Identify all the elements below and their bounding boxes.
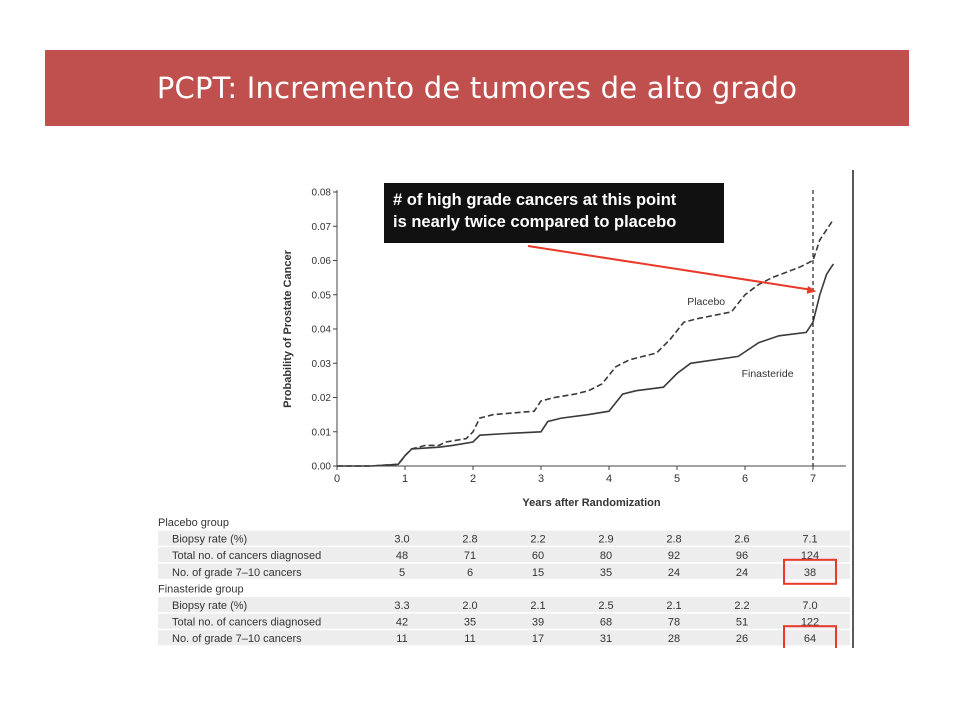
- table-cell: 35: [464, 617, 476, 629]
- y-tick-label: 0.07: [312, 222, 332, 233]
- x-tick-label: 4: [606, 473, 612, 485]
- table-cell: 35: [600, 567, 612, 579]
- table-cell: 2.5: [598, 600, 613, 612]
- chart-axes: 0.00 0.01 0.02 0.03 0.04 0.05 0.06 0.07 0.08 0 1 2 3…: [282, 188, 846, 509]
- table-cell: 15: [532, 567, 544, 579]
- series-label-finasteride: Finasteride: [742, 368, 794, 380]
- table-cell: 78: [668, 617, 680, 629]
- y-tick-label: 0.01: [312, 427, 332, 438]
- table-cell: 39: [532, 617, 544, 629]
- table-cell: 2.8: [666, 534, 681, 546]
- x-tick-label: 3: [538, 473, 544, 485]
- table-cell: 2.2: [530, 534, 545, 546]
- y-tick-label: 0.00: [312, 462, 332, 473]
- series-line-finasteride: [337, 263, 835, 467]
- table-cell: 26: [736, 633, 748, 645]
- x-tick-label: 7: [810, 473, 816, 485]
- table-cell: 2.8: [462, 534, 477, 546]
- table-cell: 71: [464, 550, 476, 562]
- table-row-label: Biopsy rate (%): [172, 534, 247, 546]
- table-cell: 92: [668, 550, 680, 562]
- annotation-text-line: is nearly twice compared to placebo: [393, 213, 676, 231]
- slide-title-bar: PCPT: Incremento de tumores de alto grad…: [45, 50, 909, 126]
- table-row-band: [158, 530, 850, 546]
- annotation-arrow-head: [806, 286, 817, 294]
- y-tick-label: 0.04: [312, 325, 332, 336]
- table-row-band: [158, 563, 850, 579]
- table-cell: 24: [736, 567, 748, 579]
- table-cell: 42: [396, 617, 408, 629]
- table-row-label: Total no. of cancers diagnosed: [172, 550, 321, 562]
- table-row-label: Biopsy rate (%): [172, 600, 247, 612]
- table-cell: 64: [804, 633, 816, 645]
- chart-annotation: # of high grade cancers at this point is …: [384, 183, 817, 294]
- data-table: Placebo group Biopsy rate (%) 3.0 2.8 2.2 2.9…: [158, 517, 850, 648]
- annotation-arrow-line: [527, 245, 809, 291]
- x-axis-label: Years after Randomization: [522, 497, 660, 509]
- table-cell: 51: [736, 617, 748, 629]
- table-row-band: [158, 597, 850, 613]
- x-tick-label: 2: [470, 473, 476, 485]
- table-cell: 38: [804, 567, 816, 579]
- chart-figure: 0.00 0.01 0.02 0.03 0.04 0.05 0.06 0.07 0.08 0 1 2 3…: [146, 170, 856, 648]
- table-row-band: [158, 630, 850, 646]
- table-cell: 7.1: [802, 534, 817, 546]
- probability-chart: 0.00 0.01 0.02 0.03 0.04 0.05 0.06 0.07 0.08 0 1 2 3…: [158, 170, 854, 648]
- y-axis-label: Probability of Prostate Cancer: [282, 249, 294, 407]
- y-tick-label: 0.06: [312, 256, 332, 267]
- table-cell: 3.3: [394, 600, 409, 612]
- table-row-band: [158, 613, 850, 629]
- table-cell: 2.1: [666, 600, 681, 612]
- table-row-label: No. of grade 7–10 cancers: [172, 567, 302, 579]
- table-cell: 96: [736, 550, 748, 562]
- x-tick-label: 1: [402, 473, 408, 485]
- table-group-title: Finasteride group: [158, 583, 244, 595]
- table-cell: 80: [600, 550, 612, 562]
- x-tick-label: 0: [334, 473, 340, 485]
- highlight-box: [783, 625, 837, 648]
- y-tick-label: 0.03: [312, 359, 332, 370]
- series-line-placebo: [337, 218, 835, 467]
- table-cell: 5: [399, 567, 405, 579]
- table-row-label: No. of grade 7–10 cancers: [172, 633, 302, 645]
- x-tick-label: 5: [674, 473, 680, 485]
- slide-title: PCPT: Incremento de tumores de alto grad…: [156, 71, 798, 105]
- annotation-box: [384, 183, 724, 243]
- x-tick-label: 6: [742, 473, 748, 485]
- y-tick-label: 0.08: [312, 188, 332, 199]
- y-tick-label: 0.05: [312, 290, 332, 301]
- table-cell: 28: [668, 633, 680, 645]
- table-cell: 2.9: [598, 534, 613, 546]
- table-row-label: Total no. of cancers diagnosed: [172, 617, 321, 629]
- table-cell: 60: [532, 550, 544, 562]
- series-label-placebo: Placebo: [687, 296, 725, 308]
- table-cell: 2.2: [734, 600, 749, 612]
- table-row-band: [158, 547, 850, 563]
- table-group-title: Placebo group: [158, 517, 229, 529]
- table-cell: 2.6: [734, 534, 749, 546]
- table-cell: 31: [600, 633, 612, 645]
- table-cell: 2.0: [462, 600, 477, 612]
- table-cell: 17: [532, 633, 544, 645]
- table-cell: 68: [600, 617, 612, 629]
- chart-marks: Placebo Finasteride: [337, 190, 835, 467]
- annotation-text-line: # of high grade cancers at this point: [393, 191, 677, 209]
- table-cell: 3.0: [394, 534, 409, 546]
- table-cell: 24: [668, 567, 680, 579]
- highlight-box: [783, 558, 837, 585]
- table-cell: 11: [464, 633, 475, 645]
- table-cell: 6: [467, 567, 473, 579]
- table-cell: 7.0: [802, 600, 817, 612]
- y-tick-label: 0.02: [312, 393, 332, 404]
- table-cell: 2.1: [530, 600, 545, 612]
- table-cell: 11: [396, 633, 407, 645]
- table-cell: 48: [396, 550, 408, 562]
